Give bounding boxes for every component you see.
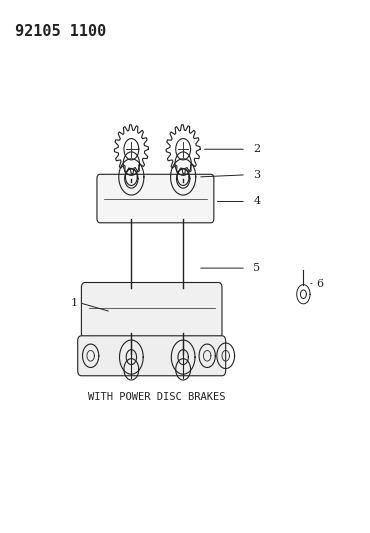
- FancyBboxPatch shape: [97, 174, 214, 223]
- Text: 3: 3: [253, 170, 260, 180]
- FancyBboxPatch shape: [78, 336, 226, 376]
- Text: WITH POWER DISC BRAKES: WITH POWER DISC BRAKES: [88, 392, 226, 402]
- Text: 92105 1100: 92105 1100: [15, 24, 106, 39]
- Text: 5: 5: [253, 263, 260, 273]
- Text: 4: 4: [253, 197, 260, 206]
- Text: 2: 2: [253, 144, 260, 154]
- Text: 6: 6: [316, 279, 323, 288]
- FancyBboxPatch shape: [81, 282, 222, 338]
- Text: 1: 1: [70, 298, 77, 308]
